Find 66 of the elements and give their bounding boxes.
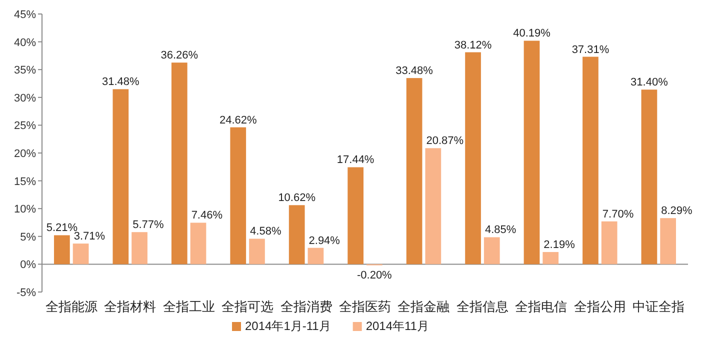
data-label: 2.19% [544,239,576,252]
bar [542,252,559,264]
y-tick-label: 25% [14,120,36,132]
data-label: 3.71% [74,230,106,243]
bar [54,235,70,264]
y-tick-label: 15% [14,176,36,188]
y-tick-label: 20% [14,148,36,160]
y-tick-label: 40% [14,36,36,49]
y-tick-label: 10% [14,204,36,216]
x-tick-label: 全指材料 [104,299,156,314]
bar [288,205,305,264]
x-tick-label: 全指可选 [222,299,274,314]
data-label: 5.77% [132,219,164,232]
y-tick-label: 45% [14,9,36,21]
x-tick-label: 全指电信 [515,299,568,314]
y-tick-label: 5% [20,231,36,244]
data-label: 2.94% [308,234,340,247]
bar [601,221,618,264]
data-label: 4.58% [250,226,282,238]
y-tick-label: 35% [14,64,36,77]
bar [641,90,658,264]
x-tick-label: 中证全指 [632,299,685,314]
data-label: 20.87% [426,135,464,148]
bar [132,232,148,264]
legend-label: 2014年1月-11月 [245,319,331,333]
x-tick-label: 全指能源 [45,299,98,314]
data-label: 38.12% [454,39,492,52]
data-label: 24.62% [219,114,257,126]
x-tick-label: 全指信息 [456,299,508,314]
y-tick-label: 0% [20,259,36,272]
data-label: 31.40% [630,76,668,89]
x-tick-label: 全指消费 [280,299,332,314]
data-label: 8.29% [661,205,693,218]
data-label: 36.26% [160,50,198,62]
bar [171,62,188,264]
data-label: 7.46% [191,210,223,222]
data-label: 33.48% [396,65,434,78]
bar [425,148,442,264]
bar [308,248,324,264]
data-label: 40.19% [513,28,551,40]
bar [112,89,129,264]
x-tick-label: 全指公用 [574,299,626,314]
bar [249,238,265,264]
bar [484,237,500,264]
x-tick-label: 全指工业 [162,299,215,314]
data-label: 10.62% [278,192,316,204]
data-label: 31.48% [102,76,140,88]
bar [72,244,89,264]
data-label: 7.70% [602,208,634,220]
bar [582,56,598,264]
data-label: 4.85% [484,224,516,236]
bar [190,222,206,264]
data-label: 37.31% [572,44,610,56]
bar [348,167,364,264]
bar [524,40,540,264]
data-label: 17.44% [336,154,374,166]
bar [230,127,246,264]
data-label: -0.20% [357,269,392,282]
bar [660,218,676,264]
legend-label: 2014年11月 [366,319,429,333]
y-tick-label: 30% [14,92,36,104]
x-tick-label: 全指医药 [339,299,391,314]
bar [406,78,422,264]
y-tick-label: -5% [16,287,36,299]
bar [465,52,481,264]
x-tick-label: 全指金融 [398,299,450,314]
